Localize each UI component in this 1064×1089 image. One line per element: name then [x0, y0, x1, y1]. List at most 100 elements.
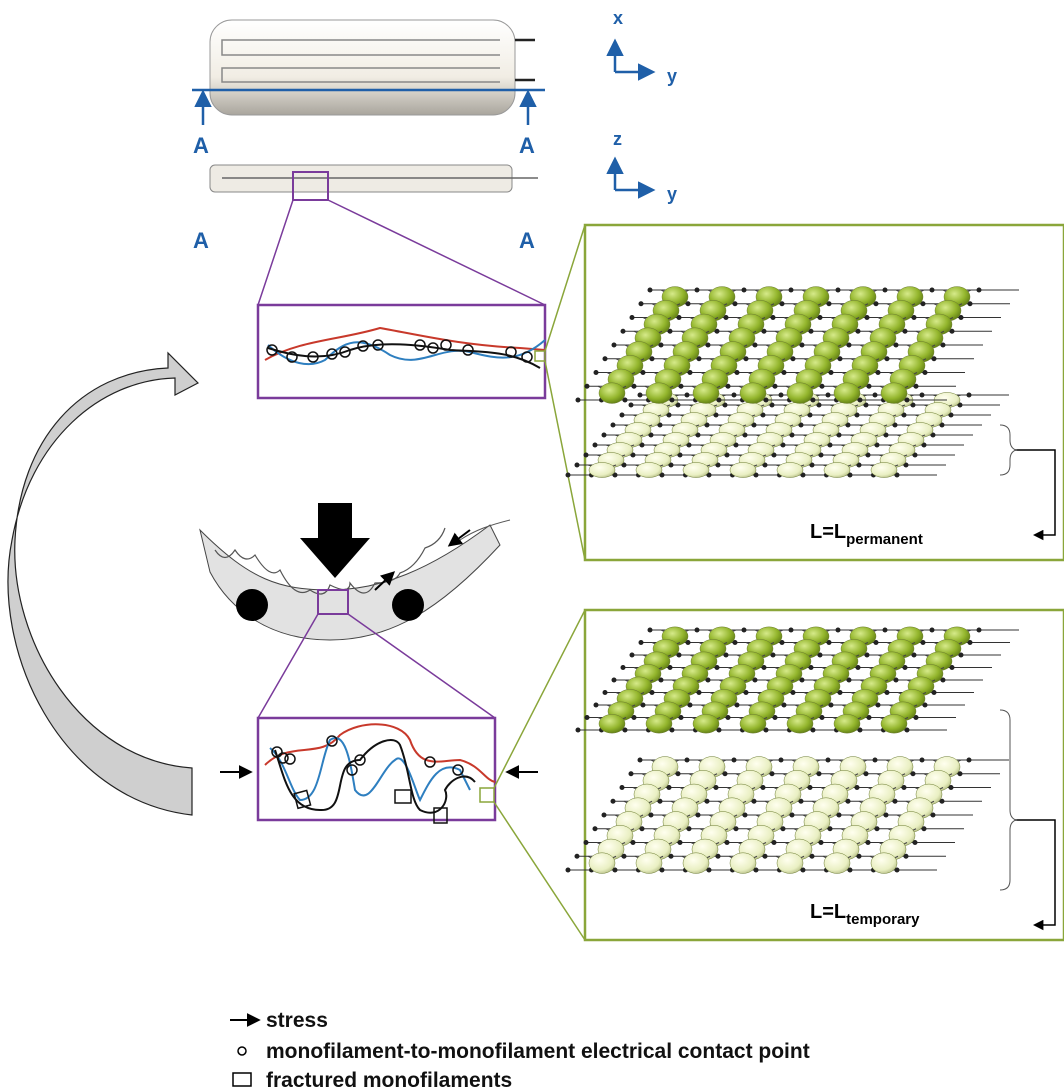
axis-icon — [615, 42, 652, 190]
filament-bead — [599, 714, 625, 733]
mesh-node — [930, 288, 935, 293]
mesh-node — [612, 678, 617, 683]
mesh-node — [638, 393, 643, 398]
label: L=L — [810, 521, 846, 543]
legend-circle — [238, 1047, 246, 1055]
bent-beam — [200, 503, 510, 718]
legend-entry: monofilament-to-monofilament electrical … — [266, 1040, 810, 1063]
mesh-node — [920, 758, 925, 763]
mesh-node — [603, 356, 608, 361]
mesh-node — [603, 690, 608, 695]
filament-bead — [824, 463, 850, 478]
mesh-node — [584, 453, 589, 458]
legend-entry: stress — [266, 1009, 328, 1032]
filament-bead — [589, 463, 615, 478]
figure: A A A A x y z y — [0, 0, 1064, 1089]
mesh-node — [967, 393, 972, 398]
mesh-node — [930, 628, 935, 633]
mesh-node — [566, 473, 571, 478]
mesh-node — [639, 640, 644, 645]
filament-bead — [740, 714, 766, 733]
filament-bead — [777, 463, 803, 478]
mesh-node — [873, 758, 878, 763]
mesh-node — [575, 854, 580, 859]
mesh-node — [779, 393, 784, 398]
axis-label: y — [667, 66, 677, 86]
inset-relaxed — [258, 225, 585, 560]
device-top-view — [192, 20, 545, 125]
mesh-node — [967, 758, 972, 763]
filament-bead — [646, 383, 672, 404]
mesh-node — [789, 288, 794, 293]
mesh-node — [883, 628, 888, 633]
mesh-node — [584, 840, 589, 845]
mesh-node — [977, 628, 982, 633]
mesh-node — [742, 628, 747, 633]
filament-bead — [683, 853, 709, 874]
mesh-node — [594, 703, 599, 708]
mesh-node — [648, 288, 653, 293]
filament-bead — [730, 463, 756, 478]
axis-label: z — [613, 129, 622, 149]
filament-bead — [599, 383, 625, 404]
mesh-node — [732, 393, 737, 398]
label: L=L — [810, 901, 846, 923]
subscript: temporary — [846, 911, 920, 928]
mesh-node — [742, 288, 747, 293]
legend-entry: fractured monofilaments — [266, 1069, 512, 1089]
mesh-node — [648, 628, 653, 633]
filament-bead — [881, 383, 907, 404]
filament-bead — [777, 853, 803, 874]
mesh-node — [593, 826, 598, 831]
mesh-node — [732, 758, 737, 763]
mesh-node — [779, 758, 784, 763]
mesh-node — [602, 813, 607, 818]
mesh-node — [836, 288, 841, 293]
filament-bead — [730, 853, 756, 874]
filament-bead — [824, 853, 850, 874]
filament-bead — [693, 383, 719, 404]
mesh-node — [576, 728, 581, 733]
mesh-node — [630, 315, 635, 320]
cycle-arrow — [8, 353, 198, 815]
mesh-node — [977, 288, 982, 293]
filament-bead — [683, 463, 709, 478]
section-label: A — [519, 133, 535, 158]
mesh-node — [836, 628, 841, 633]
mesh-node — [611, 423, 616, 428]
mesh-node — [629, 771, 634, 776]
filament-bead — [589, 853, 615, 874]
filament-bead — [871, 463, 897, 478]
mesh-node — [621, 665, 626, 670]
mesh-node — [883, 288, 888, 293]
axis-label: y — [667, 184, 677, 204]
mesh-node — [638, 758, 643, 763]
mesh-node — [575, 463, 580, 468]
mesh-node — [685, 393, 690, 398]
mesh-node — [620, 785, 625, 790]
mesh-node — [621, 329, 626, 334]
inset-stressed — [220, 610, 585, 940]
legend-square — [233, 1073, 251, 1086]
section-label: A — [193, 228, 209, 253]
filament-bead — [646, 714, 672, 733]
filament-bead — [787, 383, 813, 404]
mesh-node — [593, 443, 598, 448]
mesh-node — [826, 758, 831, 763]
mesh-node — [826, 393, 831, 398]
filament-bead — [834, 714, 860, 733]
filament-bead — [636, 853, 662, 874]
mesh-node — [585, 384, 590, 389]
mesh-node — [629, 403, 634, 408]
filament-bead — [881, 714, 907, 733]
device-side-view — [210, 165, 545, 305]
mesh-node — [576, 398, 581, 403]
mesh-node — [620, 413, 625, 418]
mesh-node — [602, 433, 607, 438]
mesh-node — [695, 628, 700, 633]
mesh-node — [873, 393, 878, 398]
filament-bead — [787, 714, 813, 733]
mesh-node — [639, 301, 644, 306]
mesh-node — [612, 343, 617, 348]
section-label: A — [519, 228, 535, 253]
